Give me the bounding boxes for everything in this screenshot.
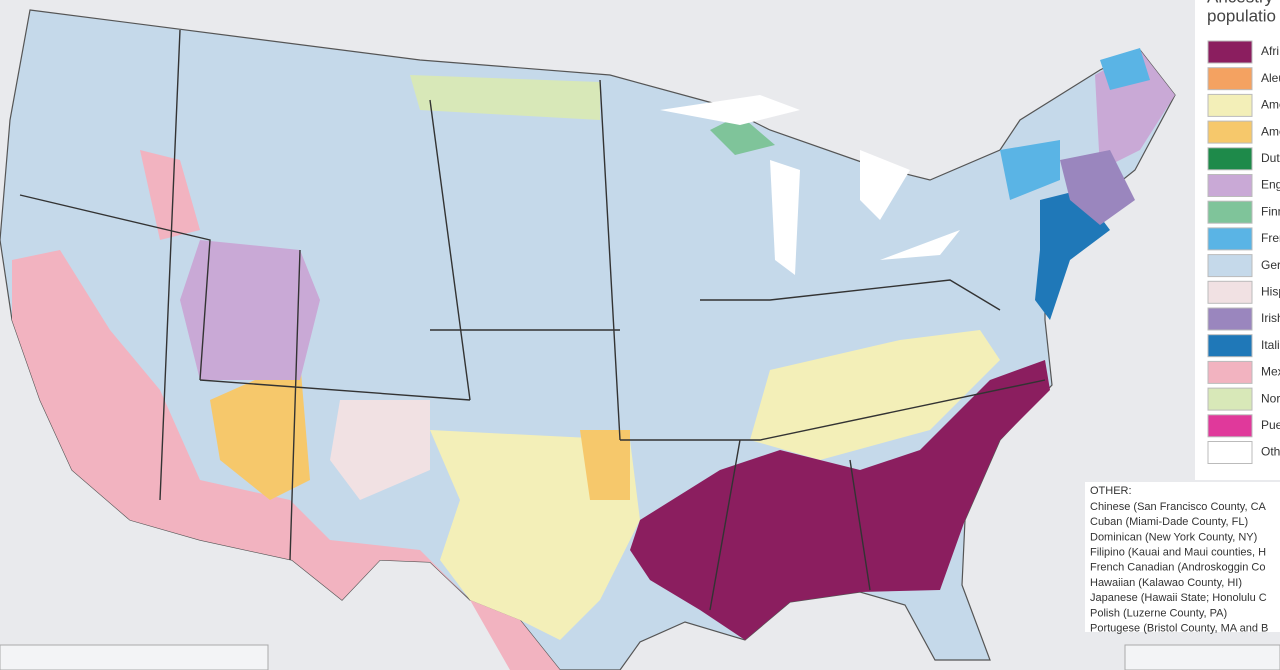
legend-swatch: [1207, 174, 1253, 197]
region-french: [1100, 48, 1150, 90]
region-french: [1000, 140, 1060, 200]
region-american: [750, 330, 1000, 460]
legend-swatch: [1207, 280, 1253, 304]
legend-label: Hisp: [1261, 284, 1280, 298]
other-item: Portugese (Bristol County, MA and B: [1090, 623, 1268, 635]
other-item: French Canadian (Androskoggin Co: [1090, 562, 1266, 574]
region-mexican: [12, 250, 560, 670]
other-item: Japanese (Hawaii State; Honolulu C: [1090, 592, 1267, 604]
region-mexican: [140, 150, 200, 240]
legend-swatch: [1207, 40, 1253, 64]
legend-swatch: [1207, 334, 1253, 358]
legend-label: Aleu: [1261, 71, 1280, 85]
legend-swatch: [1207, 120, 1253, 144]
legend-swatch: [1207, 414, 1253, 438]
region-english: [180, 240, 320, 380]
state-lines: [19, 29, 1046, 611]
legend-swatch: [1207, 227, 1253, 251]
region-african: [630, 360, 1050, 640]
region-american-2: [580, 430, 630, 500]
region-finnish: [710, 115, 775, 155]
legend-swatch: [1207, 360, 1253, 384]
legend-swatch: [1207, 200, 1253, 224]
other-item: Chinese (San Francisco County, CA: [1090, 501, 1267, 513]
legend-swatch: [1207, 307, 1253, 331]
legend-label: Mex: [1261, 365, 1280, 379]
region-norwegian: [410, 75, 600, 120]
legend-label: Fren: [1261, 231, 1280, 245]
legend: Ancestrypopulatio Afri Aleu Ame Ame Dut Eng Fin…: [1195, 0, 1280, 480]
legend-title: populatio: [1207, 6, 1276, 25]
inset-box: [0, 644, 269, 670]
legend-label: Itali: [1261, 338, 1280, 352]
other-item: Hawaiian (Kalawao County, HI): [1090, 577, 1242, 589]
lake: [770, 160, 800, 275]
legend-swatch: [1207, 254, 1253, 278]
region-hispanic: [330, 400, 430, 500]
legend-swatch: [1207, 93, 1253, 117]
legend-label: Ger: [1261, 258, 1280, 272]
legend-swatch: [1207, 441, 1253, 464]
legend-label: Pue: [1261, 418, 1280, 432]
legend-label: Irish: [1261, 311, 1280, 325]
legend-label: Afri: [1261, 44, 1279, 58]
other-heading: OTHER:: [1090, 485, 1132, 497]
other-notes: OTHER: Chinese (San Francisco County, CA C…: [1085, 482, 1280, 635]
region-american-2: [210, 360, 310, 500]
other-panel: [1085, 482, 1280, 632]
legend-title: Ancestry: [1207, 0, 1274, 6]
lake: [880, 230, 960, 260]
legend-label: Oth: [1261, 445, 1280, 459]
other-item: Polish (Luzerne County, PA): [1090, 607, 1227, 619]
region-italian: [1035, 190, 1110, 320]
legend-label: Dut: [1261, 151, 1280, 165]
legend-swatch: [1207, 387, 1253, 411]
legend-swatch: [1207, 147, 1253, 171]
region-irish: [1060, 150, 1135, 225]
legend-label: Ame: [1261, 98, 1280, 112]
legend-label: Finn: [1261, 204, 1280, 218]
other-item: Filipino (Kauai and Maui counties, H: [1090, 547, 1266, 559]
legend-label: Nor: [1261, 391, 1280, 405]
other-item: Dominican (New York County, NY): [1090, 531, 1257, 543]
legend-label: Ame: [1261, 124, 1280, 138]
legend-swatch: [1207, 67, 1253, 91]
other-item: Cuban (Miami-Dade County, FL): [1090, 516, 1248, 528]
lake: [660, 95, 800, 125]
inset-box: [1124, 644, 1280, 670]
lake: [860, 150, 910, 220]
legend-label: Eng: [1261, 178, 1280, 192]
